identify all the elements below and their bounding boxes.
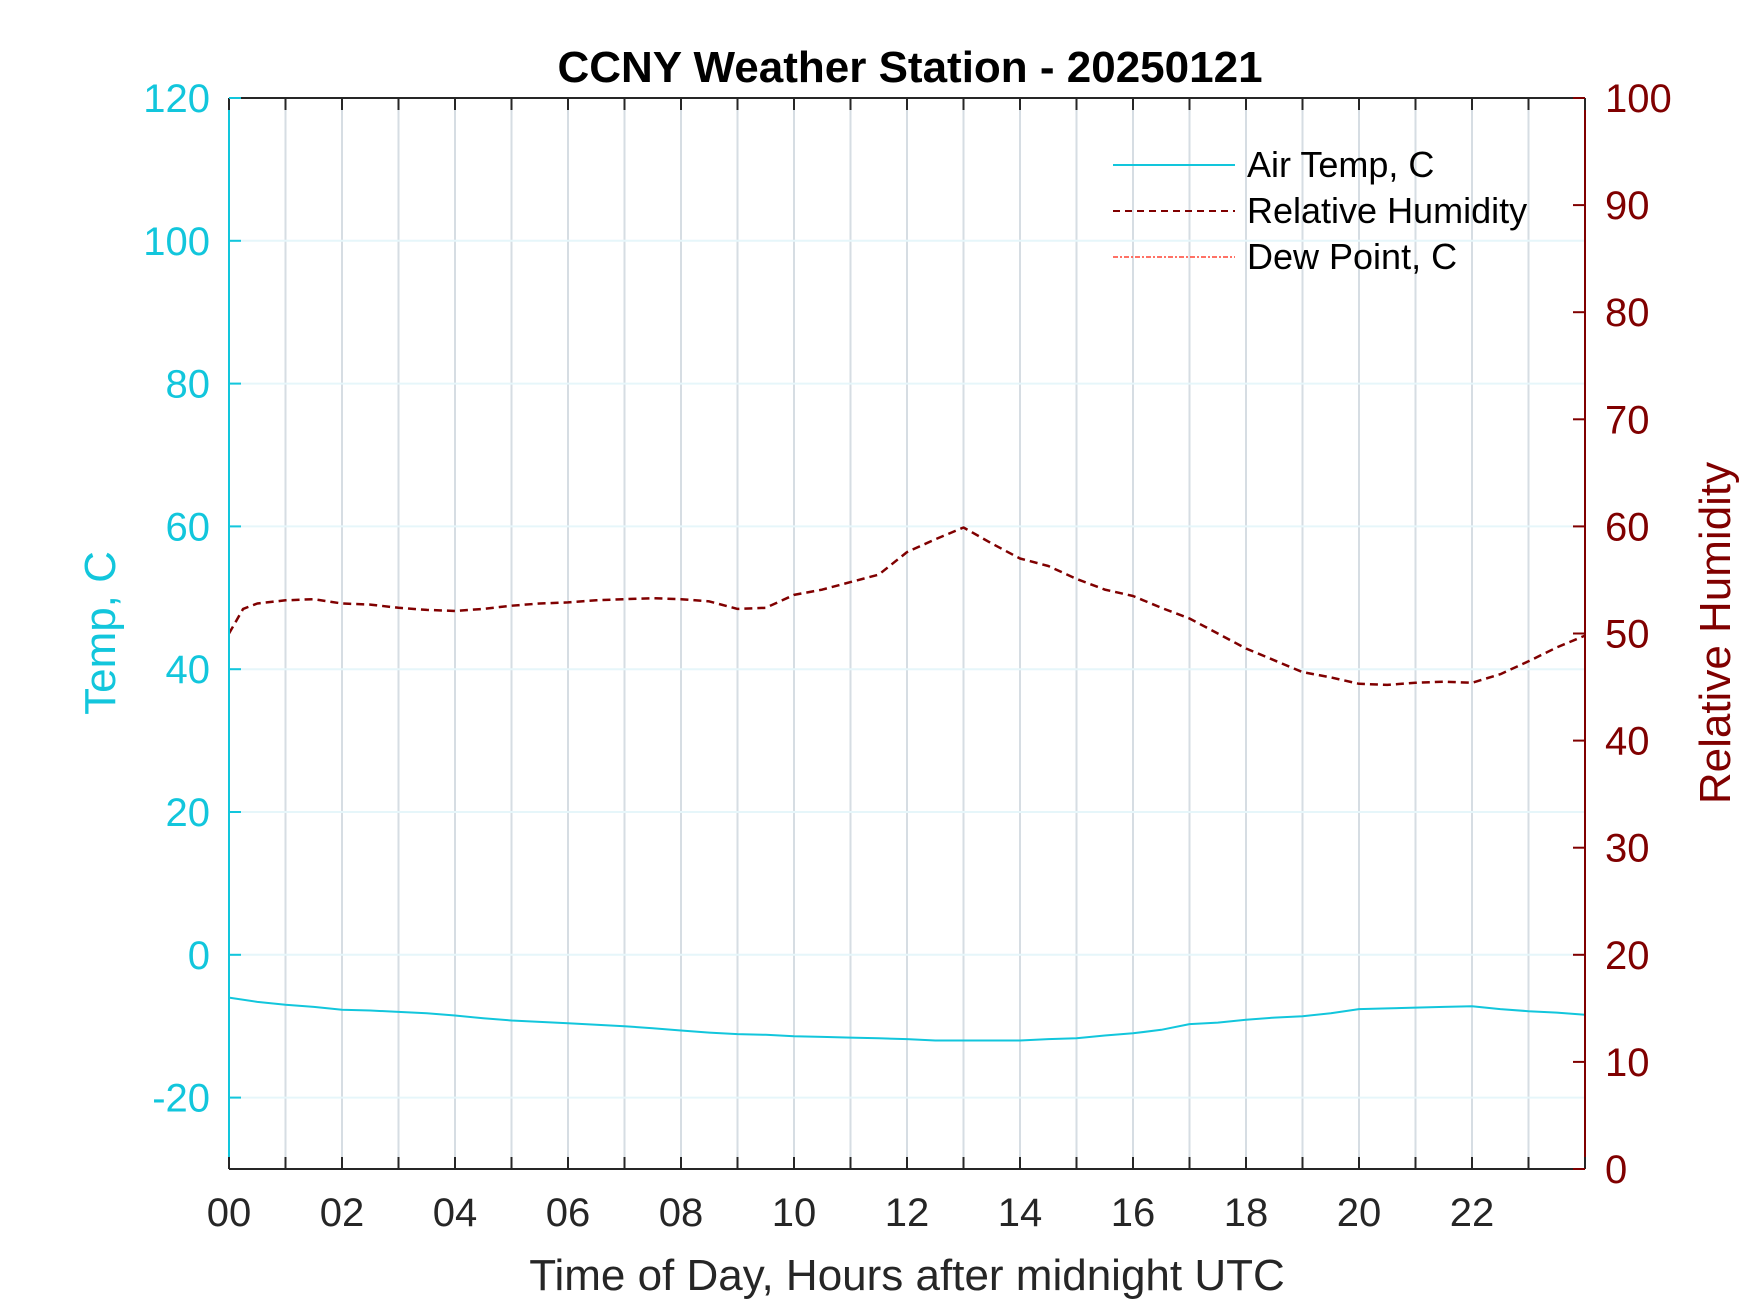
x-tick-label: 20 [1337, 1191, 1382, 1235]
left-y-tick-label: 100 [143, 220, 210, 264]
x-axis-ticks: 00 02 04 06 08 10 12 14 16 18 20 22 [207, 98, 1586, 1235]
right-y-axis-ticks: 0 10 20 30 40 50 60 70 80 90 100 [1573, 77, 1672, 1192]
x-tick-label: 04 [433, 1191, 478, 1235]
left-y-tick-label: 60 [166, 505, 211, 549]
x-axis-label: Time of Day, Hours after midnight UTC [529, 1251, 1285, 1300]
legend-label: Air Temp, C [1247, 144, 1434, 185]
x-tick-label: 14 [998, 1191, 1043, 1235]
right-y-tick-label: 0 [1605, 1148, 1627, 1192]
grid-lines [229, 98, 1585, 1169]
chart-title: CCNY Weather Station - 20250121 [557, 43, 1262, 92]
series-layer [227, 526, 1586, 1042]
left-y-tick-label: -20 [152, 1077, 210, 1121]
left-y-tick-label: 80 [166, 363, 211, 407]
left-y-tick-label: 20 [166, 791, 211, 835]
x-tick-label: 12 [885, 1191, 930, 1235]
x-tick-label: 10 [772, 1191, 817, 1235]
x-tick-label: 00 [207, 1191, 252, 1235]
right-y-tick-label: 50 [1605, 613, 1650, 657]
x-tick-label: 16 [1111, 1191, 1156, 1235]
right-y-tick-label: 90 [1605, 184, 1650, 228]
legend-label: Relative Humidity [1247, 190, 1527, 231]
right-y-tick-label: 40 [1605, 720, 1650, 764]
x-tick-label: 06 [546, 1191, 591, 1235]
x-tick-label: 02 [320, 1191, 365, 1235]
x-tick-label: 08 [659, 1191, 704, 1235]
legend-label: Dew Point, C [1247, 236, 1457, 277]
x-tick-label: 22 [1450, 1191, 1495, 1235]
series-line-0 [228, 996, 1586, 1042]
right-y-tick-label: 70 [1605, 398, 1650, 442]
left-y-tick-label: 120 [143, 77, 210, 121]
left-y-tick-label: 40 [166, 648, 211, 692]
right-y-tick-label: 20 [1605, 934, 1650, 978]
right-y-tick-label: 10 [1605, 1041, 1650, 1085]
series-line-1 [227, 526, 1586, 687]
right-y-axis-label: Relative Humidity [1691, 462, 1740, 804]
right-y-tick-label: 60 [1605, 505, 1650, 549]
right-y-tick-label: 30 [1605, 827, 1650, 871]
left-y-axis-ticks: -20 0 20 40 60 80 100 120 [143, 77, 241, 1121]
legend: Air Temp, C Relative Humidity Dew Point, C [1113, 144, 1527, 277]
right-y-tick-label: 80 [1605, 291, 1650, 335]
right-y-tick-label: 100 [1605, 77, 1672, 121]
x-tick-label: 18 [1224, 1191, 1269, 1235]
left-y-tick-label: 0 [188, 934, 210, 978]
left-y-axis-label: Temp, C [76, 551, 125, 715]
